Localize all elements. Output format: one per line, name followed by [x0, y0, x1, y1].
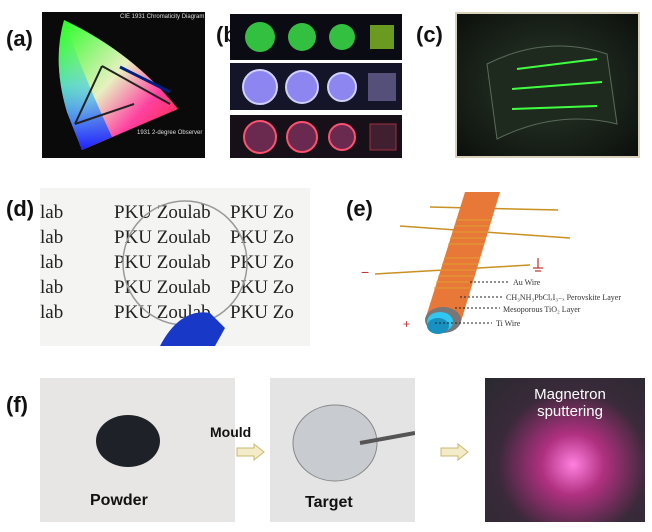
cie-observer-label: 1931 2-degree Observer — [137, 130, 203, 136]
arrow-right-icon — [236, 443, 265, 461]
watermark-text: PKU Zo — [230, 202, 294, 223]
watermark-text: lab — [40, 277, 64, 298]
perovskite-layer-label: CH₃NH₃PbClₓI₃₋ₓ Perovskite Layer — [506, 293, 621, 302]
watermark-text: lab — [40, 202, 64, 223]
watermark-text: lab — [40, 252, 64, 273]
powder-caption: Powder — [90, 492, 148, 509]
arrow-right-icon — [440, 443, 469, 461]
panel-label-e: (e) — [346, 196, 373, 221]
panel-label-f: (f) — [6, 392, 28, 417]
watermark-text: PKU Zoulab — [114, 227, 211, 248]
panel-label-c: (c) — [416, 22, 443, 47]
watermark-text: PKU Zoulab — [114, 252, 211, 273]
cie-title: CIE 1931 Chromaticity Diagram — [120, 14, 205, 20]
positive-terminal: + — [403, 317, 411, 331]
target-caption: Target — [305, 494, 353, 511]
target-photo: Target — [270, 378, 415, 522]
watermark-text: PKU Zoulab — [114, 277, 211, 298]
au-wire-label: Au Wire — [513, 278, 541, 287]
blue-emission-photo — [230, 63, 402, 110]
watermark-text: PKU Zoulab — [114, 202, 211, 223]
magnetron-sputtering-photo: Magnetron sputtering — [485, 378, 645, 522]
watermark-text: PKU Zo — [230, 302, 294, 323]
flexible-display-photo — [455, 12, 640, 158]
ti-wire-label: Ti Wire — [496, 319, 521, 328]
watermark-text: PKU Zo — [230, 277, 294, 298]
transparent-film-photo: lab PKU Zoulab PKU Zo lab PKU Zoulab PKU… — [40, 188, 310, 346]
watermark-text: lab — [40, 227, 64, 248]
fiber-solar-cell-diagram — [374, 192, 571, 334]
watermark-text: PKU Zo — [230, 252, 294, 273]
watermark-text: PKU Zo — [230, 227, 294, 248]
negative-terminal: − — [361, 264, 370, 280]
cie-gamut-graphic — [58, 20, 178, 150]
mould-label: Mould — [210, 424, 252, 440]
magnetron-caption: Magnetron sputtering — [534, 386, 606, 420]
tio2-layer-label: Mesoporous TiO₂ Layer — [503, 305, 581, 314]
powder-photo: Powder — [40, 378, 235, 522]
cie-chromaticity-diagram: CIE 1931 Chromaticity Diagram 1931 2-deg… — [42, 12, 205, 158]
green-emission-photo — [230, 14, 402, 60]
panel-label-a: (a) — [6, 26, 33, 51]
red-emission-photo — [230, 115, 402, 158]
panel-label-d: (d) — [6, 196, 35, 221]
watermark-text: lab — [40, 302, 64, 323]
